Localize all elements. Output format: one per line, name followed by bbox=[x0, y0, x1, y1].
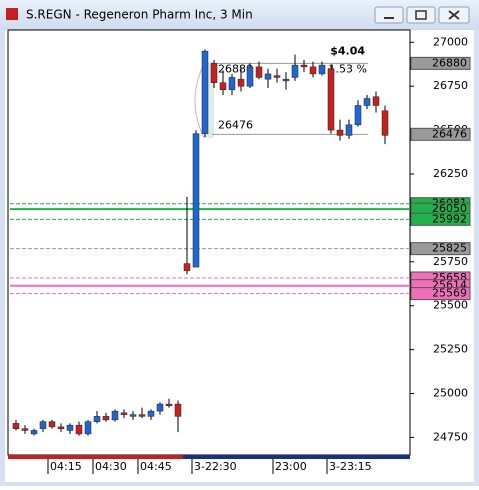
y-tick-label: 25000 bbox=[433, 387, 468, 400]
window-title: S.REGN - Regeneron Pharm Inc, 3 Min bbox=[26, 8, 253, 22]
candle-body bbox=[39, 421, 47, 429]
candle-body bbox=[354, 105, 362, 126]
level-label: 26476 bbox=[432, 127, 467, 140]
measure-change: $4.04 bbox=[330, 44, 365, 57]
candle-body bbox=[30, 430, 38, 435]
candle-body bbox=[318, 64, 326, 75]
candle-body bbox=[66, 424, 74, 431]
candle-body bbox=[84, 421, 92, 435]
candle-body bbox=[345, 124, 353, 136]
candle-body bbox=[183, 263, 191, 271]
candle-body bbox=[48, 421, 56, 428]
measure-low: 26476 bbox=[218, 118, 253, 131]
minimize-button[interactable] bbox=[374, 6, 404, 24]
candle-body bbox=[300, 64, 308, 68]
level-label: 25825 bbox=[432, 242, 467, 255]
close-icon bbox=[448, 10, 460, 20]
candle-body bbox=[219, 82, 227, 90]
candle-body bbox=[120, 412, 128, 415]
measure-high: 26880 bbox=[218, 62, 253, 75]
candle-body bbox=[210, 63, 218, 83]
session-bar bbox=[183, 455, 410, 459]
y-tick-label: 27000 bbox=[433, 35, 468, 48]
candle-body bbox=[174, 403, 182, 417]
level-box bbox=[410, 56, 471, 70]
candle-body bbox=[75, 424, 83, 435]
candle-body bbox=[201, 50, 209, 134]
candle-body bbox=[327, 68, 335, 131]
level-box bbox=[410, 242, 471, 256]
candle-body bbox=[372, 96, 380, 106]
x-tick-label: 04:45 bbox=[140, 460, 172, 473]
candle-body bbox=[12, 423, 20, 429]
level-box bbox=[410, 127, 471, 141]
candle-body bbox=[93, 416, 101, 422]
level-label: 26880 bbox=[432, 56, 467, 69]
y-tick-label: 26750 bbox=[433, 79, 468, 92]
x-tick-label: 04:15 bbox=[50, 460, 82, 473]
session-bar bbox=[8, 455, 183, 459]
candle-body bbox=[381, 110, 389, 136]
x-tick-label: 23:00 bbox=[275, 460, 307, 473]
measure-highlight bbox=[204, 62, 214, 138]
candle-body bbox=[138, 414, 146, 417]
candle-body bbox=[228, 77, 236, 90]
candle-body bbox=[336, 129, 344, 136]
candle-body bbox=[192, 133, 200, 268]
candle-body bbox=[273, 75, 281, 78]
level-label: 25569 bbox=[432, 287, 467, 300]
x-tick-label: 3-22:30 bbox=[194, 460, 237, 473]
candle-body bbox=[156, 403, 164, 412]
y-tick-label: 25750 bbox=[433, 255, 468, 268]
measure-percent: 1.53 % bbox=[329, 62, 367, 75]
candle-body bbox=[129, 414, 137, 417]
candle-body bbox=[165, 403, 173, 407]
candle-body bbox=[363, 98, 371, 106]
candle-body bbox=[147, 410, 155, 417]
y-tick-label: 25500 bbox=[433, 299, 468, 312]
candle-body bbox=[291, 64, 299, 78]
candle-body bbox=[21, 428, 29, 431]
candle-body bbox=[264, 73, 272, 80]
maximize-icon bbox=[415, 10, 427, 20]
measure-arc bbox=[194, 63, 205, 139]
candle-body bbox=[282, 78, 290, 82]
level-box bbox=[410, 212, 471, 226]
candle-body bbox=[102, 416, 110, 421]
x-tick-label: 3-23:15 bbox=[329, 460, 372, 473]
candle-body bbox=[237, 78, 245, 87]
candle-body bbox=[246, 66, 254, 87]
x-tick-label: 04:30 bbox=[95, 460, 127, 473]
level-label: 26050 bbox=[432, 202, 467, 215]
maximize-button[interactable] bbox=[406, 6, 436, 24]
y-tick-label: 26250 bbox=[433, 167, 468, 180]
candle-body bbox=[309, 66, 317, 75]
level-box bbox=[410, 287, 471, 301]
y-tick-label: 24750 bbox=[433, 430, 468, 443]
app-icon bbox=[6, 8, 18, 20]
candle-body bbox=[57, 426, 65, 429]
y-tick-label: 25250 bbox=[433, 343, 468, 356]
level-label: 25992 bbox=[432, 212, 467, 225]
candle-body bbox=[111, 410, 119, 421]
candle-body bbox=[255, 66, 263, 78]
